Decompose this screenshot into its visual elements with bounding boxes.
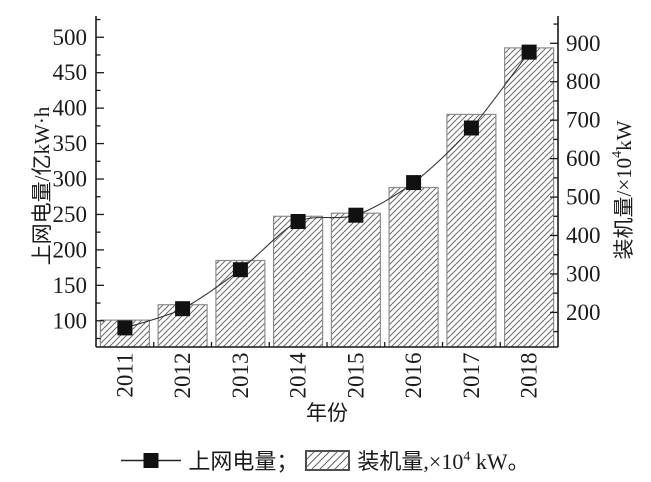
bar-2015	[330, 212, 381, 348]
bar-2018	[504, 47, 555, 348]
right-tick-label: 600	[566, 146, 601, 171]
marker-2012	[175, 301, 191, 317]
x-tick-label-2013: 2013	[228, 353, 253, 399]
legend-bar-label: 装机量,×104 kW。	[357, 444, 529, 476]
legend-hatch-swatch-icon	[305, 449, 351, 471]
left-axis-title: 上网电量/亿kW·h	[30, 106, 54, 265]
line-markers	[117, 44, 537, 336]
right-tick-label: 300	[566, 261, 601, 286]
right-tick-label: 700	[566, 108, 601, 133]
legend-line-label: 上网电量；	[188, 449, 299, 474]
left-tick-label: 450	[53, 60, 88, 85]
bar-series-installed-capacity	[99, 47, 555, 348]
right-tick-label: 900	[566, 31, 601, 56]
axes: 100 150 200 250 300 350 400 450 500 200 300 400 500 6…	[53, 16, 601, 348]
marker-2015	[348, 207, 364, 223]
legend-line-marker-icon	[121, 452, 182, 468]
x-axis-title: 年份	[306, 401, 348, 425]
left-tick-label: 300	[53, 167, 88, 192]
x-tick-label-2015: 2015	[343, 353, 368, 399]
left-tick-label: 400	[53, 96, 88, 121]
marker-2016	[406, 175, 422, 191]
marker-2013	[232, 262, 248, 278]
left-tick-label: 200	[53, 237, 88, 262]
legend-bar-label-exp: 4	[463, 449, 471, 465]
x-tick-label-2018: 2018	[517, 353, 542, 399]
marker-2017	[463, 120, 479, 136]
bar-2014	[273, 215, 324, 348]
x-tick-label-2012: 2012	[170, 353, 195, 399]
marker-2014	[290, 214, 306, 229]
legend-bar-label-unit: kW。	[470, 449, 530, 474]
right-tick-label: 200	[566, 300, 601, 325]
right-tick-label: 800	[566, 69, 601, 94]
x-tick-label-2011: 2011	[112, 353, 137, 398]
marker-2018	[521, 44, 537, 60]
left-tick-label: 350	[53, 131, 88, 156]
x-tick-label-2014: 2014	[286, 352, 311, 399]
left-tick-label: 150	[53, 273, 88, 298]
left-tick-label: 500	[53, 25, 88, 50]
right-tick-label: 400	[566, 223, 601, 248]
right-tick-label: 500	[566, 185, 601, 210]
x-tick-label-2016: 2016	[401, 353, 426, 399]
chart-legend: 上网电量； 装机量,×104 kW。	[0, 441, 651, 479]
marker-2011	[117, 320, 133, 336]
bar-2016	[388, 186, 439, 348]
x-tick-label-2017: 2017	[459, 353, 484, 399]
left-tick-label: 100	[53, 308, 88, 333]
bar-2017	[446, 113, 497, 348]
right-axis-title: 装机量/×104kW	[610, 120, 637, 259]
left-tick-label: 250	[53, 202, 88, 227]
legend-bar-label-base: 装机量,×10	[357, 449, 464, 474]
